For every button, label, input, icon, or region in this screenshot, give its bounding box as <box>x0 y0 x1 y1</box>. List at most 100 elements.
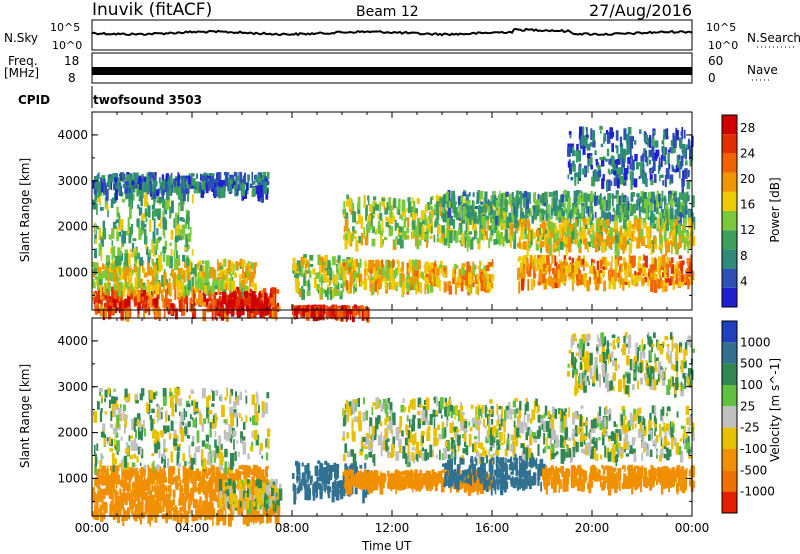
echo-cell <box>650 244 653 255</box>
echo-cell <box>613 195 617 199</box>
echo-cell <box>412 265 415 278</box>
echo-cell <box>559 241 564 250</box>
echo-cell <box>510 223 513 236</box>
echo-cell <box>611 155 614 164</box>
echo-cell <box>141 499 144 511</box>
echo-cell <box>93 514 98 520</box>
echo-cell <box>160 217 162 229</box>
echo-cell <box>462 192 467 197</box>
echo-cell <box>222 258 226 265</box>
echo-cell <box>246 274 251 278</box>
echo-cell <box>164 499 169 503</box>
echo-cell <box>468 272 472 285</box>
echo-cell <box>110 296 114 304</box>
echo-cell <box>213 182 217 188</box>
echo-cell <box>166 255 170 267</box>
echo-cell <box>131 184 134 196</box>
echo-cell <box>161 187 165 199</box>
echo-cell <box>327 260 331 269</box>
echo-cell <box>653 280 658 293</box>
echo-cell <box>498 202 501 207</box>
echo-cell <box>601 199 606 205</box>
echo-cell <box>612 207 615 212</box>
echo-cell <box>669 240 674 245</box>
echo-cell <box>502 223 507 230</box>
echo-cell <box>389 275 393 282</box>
echo-cell <box>453 197 456 202</box>
echo-cell <box>377 260 380 268</box>
echo-cell <box>180 485 184 492</box>
echo-cell <box>453 201 457 205</box>
echo-cell <box>685 144 689 150</box>
echo-cell <box>162 486 165 500</box>
echo-cell <box>643 235 646 241</box>
echo-cell <box>174 237 178 251</box>
echo-cell <box>519 194 523 205</box>
echo-cell <box>401 199 406 212</box>
echo-cell <box>501 203 505 212</box>
echo-cell <box>526 243 529 257</box>
echo-cell <box>234 292 237 306</box>
echo-cell <box>431 272 434 283</box>
echo-cell <box>562 210 565 218</box>
echo-cell <box>567 222 570 228</box>
echo-cell <box>513 237 517 249</box>
echo-cell <box>442 211 447 223</box>
echo-cell <box>205 261 208 274</box>
echo-cell <box>461 267 465 276</box>
echo-cell <box>169 299 173 303</box>
echo-cell <box>576 257 578 269</box>
echo-cell <box>205 501 208 507</box>
echo-cell <box>312 268 316 275</box>
echo-cell <box>608 281 611 290</box>
echo-cell <box>185 238 189 252</box>
echo-cell <box>121 268 125 280</box>
echo-cell <box>363 227 365 239</box>
echo-cell <box>125 482 129 491</box>
y-tick-label: 3000 <box>57 174 88 188</box>
echo-cell <box>590 220 593 229</box>
echo-cell <box>657 217 660 228</box>
echo-cell <box>575 269 579 277</box>
echo-cell <box>420 210 425 221</box>
echo-cell <box>163 232 166 239</box>
echo-cell <box>608 211 610 222</box>
echo-cell <box>535 199 540 211</box>
echo-cell <box>406 274 411 282</box>
echo-cell <box>451 190 453 202</box>
echo-cell <box>218 296 223 308</box>
echo-cell <box>479 191 484 200</box>
echo-cell <box>195 298 200 305</box>
echo-cell <box>153 196 156 206</box>
echo-cell <box>548 215 552 220</box>
echo-cell <box>152 244 156 257</box>
echo-cell <box>139 490 143 498</box>
echo-cell <box>488 204 493 215</box>
echo-cell <box>572 265 576 269</box>
echo-cell <box>429 283 434 293</box>
echo-cell <box>658 244 663 249</box>
echo-cell <box>313 277 317 289</box>
echo-cell <box>676 242 680 250</box>
echo-cell <box>662 180 665 186</box>
echo-cell <box>193 188 197 194</box>
echo-cell <box>443 281 446 293</box>
echo-cell <box>608 240 612 249</box>
echo-cell <box>155 238 159 250</box>
echo-cell <box>305 270 310 274</box>
echo-cell <box>94 276 99 280</box>
echo-cell <box>250 183 253 188</box>
echo-cell <box>318 276 322 283</box>
echo-cell <box>348 267 352 274</box>
echo-cell <box>492 200 495 206</box>
echo-cell <box>668 194 673 205</box>
echo-cell <box>470 239 474 250</box>
echo-cell <box>397 269 400 274</box>
echo-cell <box>488 211 493 218</box>
echo-cell <box>606 130 609 135</box>
echo-cell <box>163 465 165 475</box>
echo-cell <box>605 225 608 230</box>
echo-cell <box>316 283 320 292</box>
echo-cell <box>339 261 341 274</box>
echo-cell <box>588 157 593 166</box>
